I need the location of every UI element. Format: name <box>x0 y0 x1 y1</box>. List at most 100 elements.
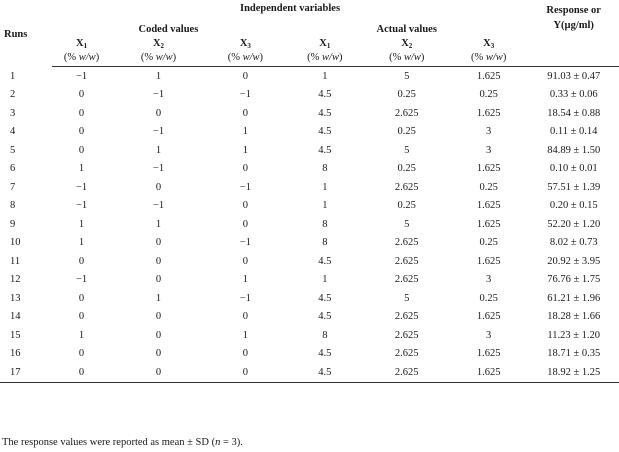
response-cell: 18.71 ± 0.35 <box>547 348 601 360</box>
coded-x2-cell: −1 <box>152 126 165 138</box>
table-row: 7 −1 0 −1 1 2.625 0.25 57.51 ± 1.39 <box>0 178 619 197</box>
coded-x3-cell: 1 <box>242 126 248 138</box>
actual-x1-cell: 8 <box>322 237 328 249</box>
coded-x2-cell: 1 <box>155 218 162 230</box>
actual-x1-cell: 4.5 <box>318 144 332 156</box>
coded-x3-cell: 0 <box>242 255 248 267</box>
response-cell: 0.11 ± 0.14 <box>550 126 598 138</box>
coded-x1-cell: 1 <box>78 163 85 175</box>
actual-x3-cell: 1.625 <box>476 255 501 267</box>
footnote-text-before: The response values were reported as mea… <box>2 437 216 448</box>
coded-x2-cell: 0 <box>155 107 162 119</box>
actual-x1-cell: 8 <box>322 329 328 341</box>
coded-x2-cell: 0 <box>155 255 162 267</box>
coded-x2-cell: −1 <box>152 89 165 101</box>
actual-x3-cell: 1.625 <box>476 163 501 175</box>
response-cell: 0.33 ± 0.06 <box>549 89 598 101</box>
run-cell: 13 <box>10 292 21 304</box>
run-cell: 5 <box>10 144 16 156</box>
actual-x2-header: X2 (% w/w) <box>364 36 449 67</box>
coded-x1-cell: 0 <box>78 89 85 101</box>
run-cell: 16 <box>10 348 21 360</box>
response-cell: 11.23 ± 1.20 <box>547 329 600 341</box>
coded-x1-cell: 0 <box>78 311 85 323</box>
actual-x1-cell: 4.5 <box>318 311 332 323</box>
response-cell: 57.51 ± 1.39 <box>547 181 601 193</box>
run-cell: 11 <box>10 255 21 267</box>
response-cell: 18.28 ± 1.66 <box>547 311 601 323</box>
actual-x1-cell: 4.5 <box>318 89 332 101</box>
response-cell: 91.03 ± 0.47 <box>547 70 601 82</box>
table-body: 1 −1 1 0 1 5 1.625 91.03 ± 0.47 2 0 −1 −1 4.5 0.25 0.2… <box>0 67 619 383</box>
coded-x3-cell: −1 <box>239 292 251 304</box>
response-cell: 20.92 ± 3.95 <box>547 255 601 267</box>
actual-x1-cell: 4.5 <box>318 126 332 138</box>
actual-x3-cell: 1.625 <box>476 70 501 82</box>
coded-x1-cell: −1 <box>75 181 88 193</box>
actual-x1-cell: 1 <box>322 274 328 286</box>
response-cell: 61.21 ± 1.96 <box>547 292 601 304</box>
coded-x3-cell: 0 <box>242 218 248 230</box>
run-cell: 1 <box>10 70 16 82</box>
table-row: 9 1 1 0 8 5 1.625 52.20 ± 1.20 <box>0 215 619 234</box>
response-header-line1: Response or <box>546 5 601 16</box>
response-cell: 0.10 ± 0.01 <box>549 163 598 175</box>
coded-x1-cell: 0 <box>78 292 85 304</box>
coded-x1-cell: 0 <box>78 255 85 267</box>
table-row: 16 0 0 0 4.5 2.625 1.625 18.71 ± 0.35 <box>0 345 619 364</box>
run-cell: 14 <box>10 311 21 323</box>
coded-x2-cell: 0 <box>155 237 162 249</box>
coded-x1-cell: 1 <box>78 237 85 249</box>
run-cell: 6 <box>10 163 16 175</box>
table-row: 17 0 0 0 4.5 2.625 1.625 18.92 ± 1.25 <box>0 363 619 383</box>
table-row: 13 0 1 −1 4.5 5 0.25 61.21 ± 1.96 <box>0 289 619 308</box>
coded-x2-cell: 0 <box>155 311 162 323</box>
coded-x3-cell: 0 <box>242 311 248 323</box>
actual-values-header: Actual values <box>376 23 437 35</box>
coded-x3-cell: −1 <box>239 237 251 249</box>
coded-x2-cell: 0 <box>155 181 162 193</box>
actual-x1-cell: 1 <box>322 70 328 82</box>
response-cell: 76.76 ± 1.75 <box>547 274 601 286</box>
actual-x3-cell: 3 <box>486 274 492 286</box>
run-cell: 4 <box>10 126 16 138</box>
actual-x3-cell: 1.625 <box>476 107 501 119</box>
coded-x3-cell: 1 <box>242 274 248 286</box>
actual-x2-cell: 2.625 <box>394 348 419 360</box>
actual-x1-cell: 4.5 <box>318 107 332 119</box>
actual-x1-cell: 8 <box>322 163 328 175</box>
coded-x2-header: X2 (% w/w) <box>111 36 206 67</box>
coded-x2-cell: 0 <box>155 348 162 360</box>
response-cell: 84.89 ± 1.50 <box>547 144 601 156</box>
coded-x1-cell: 0 <box>78 144 85 156</box>
runs-header: Runs <box>4 29 28 41</box>
actual-x3-cell: 1.625 <box>476 311 501 323</box>
header-row-groups: Coded values Actual values <box>0 22 619 36</box>
actual-x2-cell: 2.625 <box>364 363 449 383</box>
coded-x3-cell: 0 <box>242 348 248 360</box>
coded-x2-cell: 1 <box>155 292 162 304</box>
run-cell: 10 <box>10 237 21 249</box>
coded-x2-cell: 1 <box>155 70 162 82</box>
coded-x3-cell: 1 <box>242 144 248 156</box>
actual-x3-cell: 3 <box>486 329 492 341</box>
actual-x1-cell: 1 <box>322 200 328 212</box>
coded-x1-cell: 0 <box>78 348 85 360</box>
header-row-variables: X1 (% w/w) X2 (% w/w) X3 (% w/w) X1 (% w/w) … <box>0 36 619 67</box>
actual-x3-cell: 0.25 <box>479 292 498 304</box>
run-cell: 12 <box>10 274 21 286</box>
coded-x1-cell: 1 <box>78 329 85 341</box>
coded-x1-cell: −1 <box>75 200 88 212</box>
actual-x2-cell: 5 <box>404 292 410 304</box>
coded-x3-cell: −1 <box>239 89 251 101</box>
actual-x2-cell: 0.25 <box>397 163 416 175</box>
actual-x1-cell: 1 <box>322 181 328 193</box>
footnote-n: n <box>215 437 221 448</box>
coded-x3-cell: −1 <box>239 181 251 193</box>
actual-x3-header: X3 (% w/w) <box>448 36 529 67</box>
coded-x3-header: X3 (% w/w) <box>205 36 286 67</box>
actual-x2-cell: 2.625 <box>394 274 419 286</box>
coded-x1-cell: −1 <box>75 70 88 82</box>
table-row: 8 −1 −1 0 1 0.25 1.625 0.20 ± 0.15 <box>0 197 619 216</box>
actual-x2-cell: 2.625 <box>394 329 419 341</box>
